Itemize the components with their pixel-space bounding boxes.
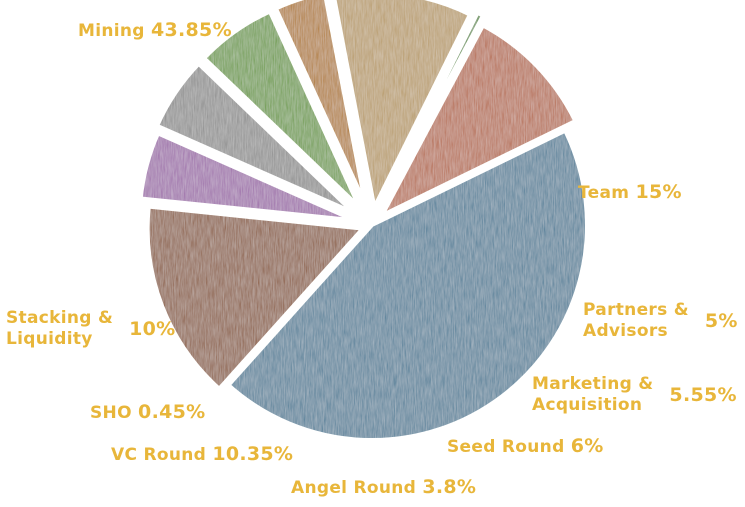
pie-slice-partners-advisors (138, 131, 357, 223)
pie-slice-sho (380, 10, 485, 208)
label-marketing-acquisition: Marketing & Acquisition 5.55% (532, 374, 737, 415)
label-team: Team 15% (578, 181, 682, 204)
pie-slice-mining (226, 128, 589, 442)
pie-slice-stacking-liquidity (380, 23, 578, 218)
label-angel-round: Angel Round 3.8% (291, 476, 477, 499)
pie-slice-vc-round (332, 0, 472, 210)
label-seed-round: Seed Round 6% (447, 435, 604, 458)
pie-slice-team (145, 204, 365, 391)
pie-slice-marketing-acquisition (155, 61, 356, 215)
label-vc-round: VC Round 10.35% (111, 443, 294, 466)
label-mining: Mining 43.85% (78, 19, 232, 42)
pie-slice-angel-round (273, 0, 368, 207)
label-stacking-liquidity: Stacking & Liquidity 10% (6, 308, 176, 349)
label-sho: SHO 0.45% (90, 401, 206, 424)
pie-slice-seed-round (202, 9, 362, 210)
label-partners-advisors: Partners & Advisors 5% (583, 300, 738, 341)
